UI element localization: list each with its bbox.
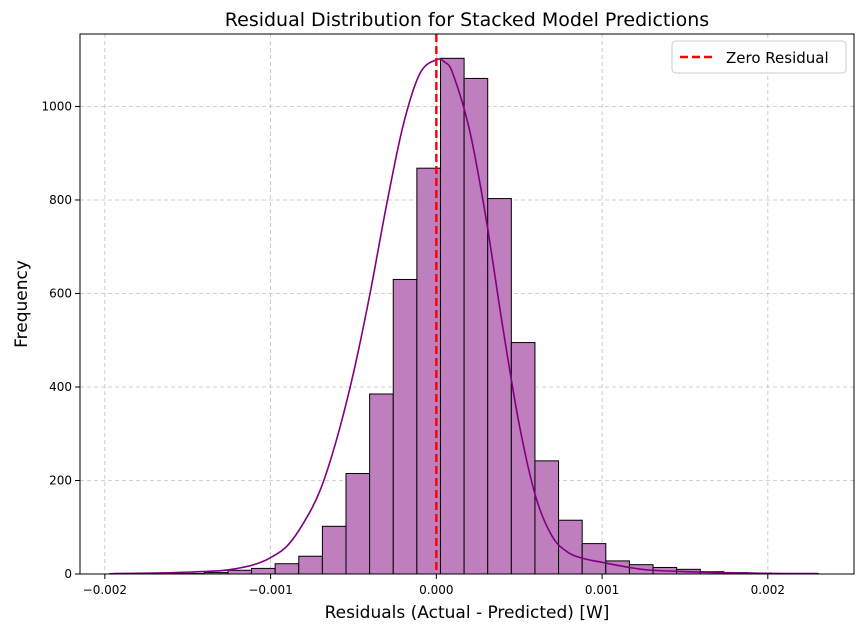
y-tick-label-0: 0 — [64, 567, 72, 581]
histogram-bar-11 — [369, 393, 394, 575]
x-tick-label-0: −0.002 — [83, 583, 127, 597]
histogram-bar-10 — [345, 472, 371, 575]
x-tick-label-1: −0.001 — [248, 583, 292, 597]
histogram-bar-7 — [274, 563, 300, 575]
legend-label-zero-residual: Zero Residual — [726, 49, 829, 67]
histogram-bar-5 — [227, 569, 253, 575]
histogram-bar-14 — [439, 57, 465, 575]
legend-box — [671, 40, 847, 74]
x-tick-label-3: 0.001 — [585, 583, 619, 597]
histogram-bar-18 — [534, 460, 560, 575]
histogram-bar-6 — [251, 567, 276, 575]
y-axis-ticks: 0 200 400 600 800 1000 — [41, 99, 80, 581]
y-axis-label: Frequency — [12, 260, 32, 348]
y-tick-label-3: 600 — [49, 286, 72, 300]
x-tick-label-2: 0.000 — [419, 583, 453, 597]
y-tick-label-5: 1000 — [41, 99, 72, 113]
legend: Zero Residual — [671, 40, 847, 74]
x-tick-label-4: 0.002 — [751, 583, 785, 597]
y-tick-label-2: 400 — [49, 380, 72, 394]
histogram-bar-15 — [463, 77, 489, 575]
histogram-bar-8 — [298, 555, 323, 575]
histogram-bar-12 — [392, 278, 418, 575]
histogram-bar-9 — [321, 525, 347, 575]
y-tick-label-4: 800 — [49, 193, 72, 207]
y-tick-label-1: 200 — [49, 473, 72, 487]
kde-curve — [113, 58, 818, 575]
histogram-bar-17 — [510, 342, 536, 575]
chart-title: Residual Distribution for Stacked Model … — [225, 9, 709, 31]
x-axis-ticks: −0.002 −0.001 0.000 0.001 0.002 — [83, 574, 785, 597]
histogram-bars — [109, 57, 819, 575]
plot-area-frame — [79, 33, 855, 575]
x-axis-label: Residuals (Actual - Predicted) [W] — [325, 603, 610, 623]
